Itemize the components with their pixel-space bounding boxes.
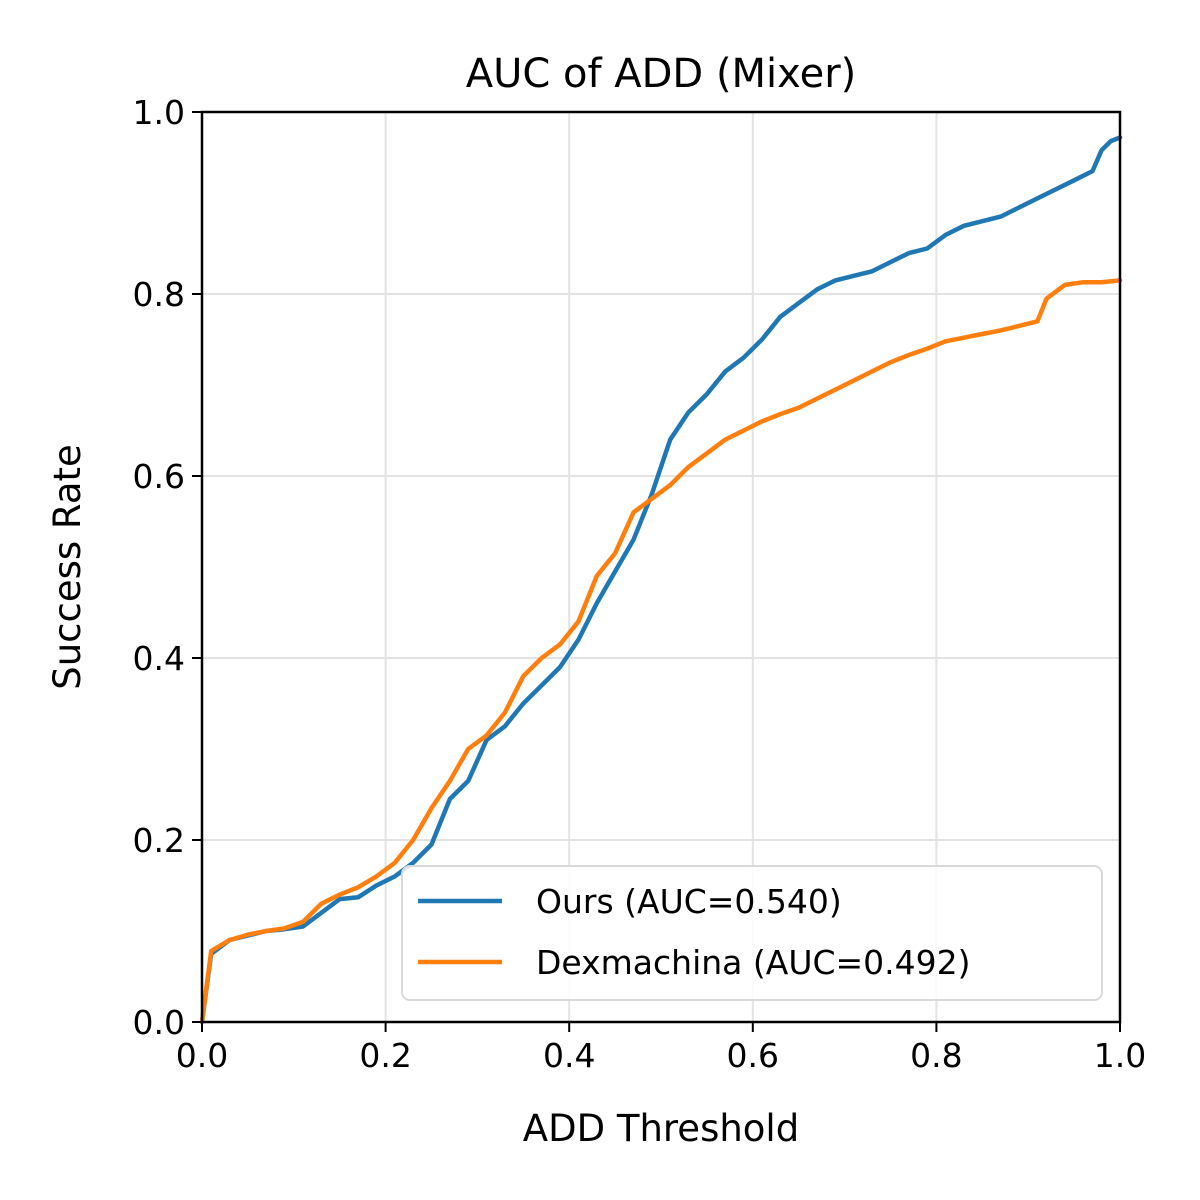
y-tick-label: 1.0 [133, 93, 185, 132]
y-tick-label: 0.2 [133, 821, 185, 860]
y-tick-label: 0.4 [133, 639, 185, 678]
y-axis-label: Success Rate [46, 444, 89, 690]
x-tick-label: 0.0 [176, 1036, 228, 1075]
series-line-ours [199, 135, 1123, 1025]
legend: Ours (AUC=0.540) Dexmachina (AUC=0.492) [401, 865, 1103, 1001]
x-tick-label: 0.6 [727, 1036, 779, 1075]
x-tick-label: 1.0 [1094, 1036, 1146, 1075]
chart-title: AUC of ADD (Mixer) [466, 51, 857, 97]
x-tick-label: 0.2 [359, 1036, 411, 1075]
plot-frame [200, 110, 1122, 1024]
x-axis-label: ADD Threshold [523, 1107, 799, 1150]
y-tick-label: 0.0 [133, 1003, 185, 1042]
legend-entry: Dexmachina (AUC=0.492) [536, 943, 971, 982]
series-group [199, 135, 1123, 1025]
series-line-dexmachina [199, 278, 1123, 1025]
x-tick-label: 0.8 [910, 1036, 962, 1075]
y-tick-label: 0.6 [133, 457, 185, 496]
x-tick-label: 0.4 [543, 1036, 595, 1075]
legend-entry: Ours (AUC=0.540) [536, 882, 842, 921]
legend-box [401, 865, 1103, 1001]
y-tick-label: 0.8 [133, 275, 185, 314]
ticks: 0.0 0.2 0.4 0.6 0.8 1.0 0.0 0.2 0.4 0.6 0.8 1.0 [133, 93, 1147, 1075]
